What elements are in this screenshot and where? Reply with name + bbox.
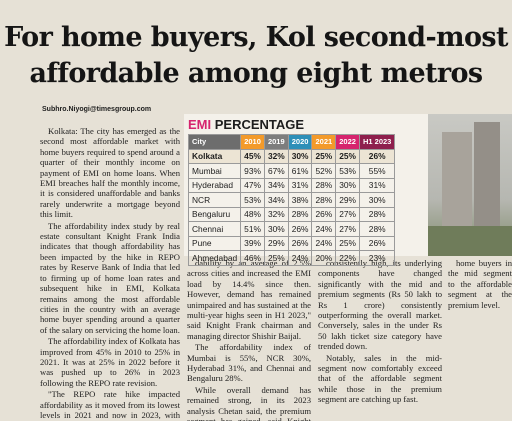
table-cell: 34% [263, 177, 289, 193]
paragraph: dability by an average of 2.5% across ci… [187, 258, 311, 341]
title-rest: PERCENTAGE [214, 117, 305, 132]
table-cell: 29% [335, 192, 360, 208]
table-cell: 53% [335, 163, 360, 179]
table-cell: 24% [311, 235, 337, 251]
table-cell: 48% [240, 206, 265, 222]
title-highlight: EMI [188, 117, 212, 132]
table-cell: 61% [287, 163, 313, 179]
table-row: Pune 39% 29% 26% 24% 25% 26% [187, 235, 396, 251]
table-cell: 26% [287, 221, 313, 237]
paragraph: While overall demand has remained strong… [187, 384, 311, 421]
table-cell: 26% [287, 235, 313, 251]
table-cell: Ahmedabad [187, 250, 242, 266]
table-cell: Hyderabad [187, 177, 242, 193]
article-column: Kolkata: The city has emerged as the sec… [40, 126, 180, 421]
table-cell: 55% [358, 163, 396, 179]
table-cell: 24% [311, 221, 337, 237]
table-cell: NCR [187, 192, 242, 208]
table-cell: 20% [311, 250, 337, 266]
table-cell: 25% [335, 148, 360, 164]
header-cell: 2021 [311, 134, 337, 150]
table-cell: 32% [263, 206, 289, 222]
paragraph: home buyers in the mid segment to the af… [448, 258, 512, 310]
table-cell: Kolkata [187, 148, 242, 164]
table-cell: 30% [287, 148, 313, 164]
table-cell: 27% [335, 221, 360, 237]
trees [428, 226, 512, 256]
emi-table: City 2010 2019 2020 2021 2022 H1 2023 Kolkata 45… [187, 134, 396, 266]
table-row: Bengaluru 48% 32% 28% 26% 27% 28% [187, 206, 396, 222]
table-cell: 93% [240, 163, 265, 179]
table-cell: Chennai [187, 221, 242, 237]
paragraph: The affordability index study by real es… [40, 220, 180, 335]
table-row: NCR 53% 34% 38% 28% 29% 30% [187, 192, 396, 208]
table-row: Mumbai 93% 67% 61% 52% 53% 55% [187, 163, 396, 179]
article-column: consistently high, its underlying compon… [318, 258, 442, 421]
paragraph: Notably, sales in the mid-segment now co… [318, 352, 442, 405]
header-cell: 2022 [335, 134, 360, 150]
table-cell: 28% [287, 206, 313, 222]
table-cell: 24% [287, 250, 313, 266]
table-cell: 52% [311, 163, 337, 179]
byline: Subhro.Niyogi@timesgroup.com [42, 106, 152, 113]
table-title: EMI PERCENTAGE [188, 117, 304, 132]
table-cell: 47% [240, 177, 265, 193]
table-cell: 26% [311, 206, 337, 222]
table-cell: 27% [335, 206, 360, 222]
table-cell: 25% [263, 250, 289, 266]
table-cell: 22% [335, 250, 360, 266]
header-row: City 2010 2019 2020 2021 2022 H1 2023 [187, 134, 396, 150]
table-cell: 30% [358, 192, 396, 208]
paragraph: consistently high, its underlying compon… [318, 258, 442, 352]
table-cell: 30% [335, 177, 360, 193]
article-column: dability by an average of 2.5% across ci… [187, 258, 311, 421]
table-cell: 25% [311, 148, 337, 164]
table-cell: 53% [240, 192, 265, 208]
table-cell: 31% [287, 177, 313, 193]
paragraph: Kolkata: The city has emerged as the sec… [40, 126, 180, 220]
paragraph: "The REPO rate hike impacted affordabili… [40, 389, 180, 421]
table-row: Ahmedabad 46% 25% 24% 20% 22% 23% [187, 250, 396, 266]
table-cell: 67% [263, 163, 289, 179]
table-row: Kolkata 45% 32% 30% 25% 25% 26% [187, 148, 396, 164]
table-cell: 28% [311, 177, 337, 193]
headline: affordable among eight metros [29, 58, 483, 89]
table-cell: 51% [240, 221, 265, 237]
table-cell: 46% [240, 250, 265, 266]
table-cell: 25% [335, 235, 360, 251]
table-cell: 34% [263, 192, 289, 208]
table-cell: 28% [358, 221, 396, 237]
paragraph: The affordability index of Kolkata has i… [40, 336, 180, 388]
table-cell: 31% [358, 177, 396, 193]
table-cell: 26% [358, 235, 396, 251]
table-cell: Mumbai [187, 163, 242, 179]
paragraph: The affordability index of Mumbai is 55%… [187, 342, 311, 384]
table-cell: 32% [263, 148, 289, 164]
table-cell: 29% [263, 235, 289, 251]
table-cell: 23% [358, 250, 396, 266]
table-cell: 28% [358, 206, 396, 222]
table-cell: 28% [311, 192, 337, 208]
table-cell: 38% [287, 192, 313, 208]
emi-table-box: EMI PERCENTAGE City 2010 2019 2020 2021 2022 H… [184, 114, 428, 266]
table-cell: 45% [240, 148, 265, 164]
header-cell: 2019 [263, 134, 289, 150]
article-column: home buyers in the mid segment to the af… [448, 258, 512, 421]
table-row: Chennai 51% 30% 26% 24% 27% 28% [187, 221, 396, 237]
table-cell: Bengaluru [187, 206, 242, 222]
header-cell: H1 2023 [358, 134, 396, 150]
building-photo [428, 114, 512, 256]
table-cell: 26% [358, 148, 396, 164]
table-cell: 30% [263, 221, 289, 237]
header-cell: 2020 [287, 134, 313, 150]
table-row: Hyderabad 47% 34% 31% 28% 30% 31% [187, 177, 396, 193]
header-cell: 2010 [240, 134, 265, 150]
headline: For home buyers, Kol second-most [4, 22, 508, 53]
table-cell: 39% [240, 235, 265, 251]
table-cell: Pune [187, 235, 242, 251]
header-cell: City [187, 134, 242, 150]
